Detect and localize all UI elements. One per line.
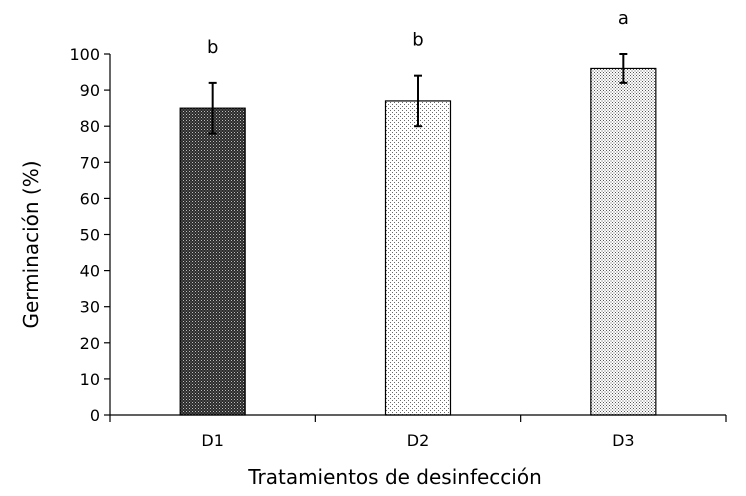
y-tick-label: 100 <box>69 45 100 64</box>
bar-d2 <box>384 100 452 416</box>
x-axis-ticks: D1 D2 D3 <box>109 415 727 450</box>
y-tick-label: 60 <box>80 189 100 208</box>
y-tick-label: 90 <box>80 81 100 100</box>
y-axis-title: Germinación (%) <box>19 160 43 328</box>
bars <box>179 67 657 416</box>
significance-letter-d3: a <box>618 8 629 29</box>
y-tick-label: 40 <box>80 262 100 281</box>
x-category-label: D2 <box>407 431 430 450</box>
bar-d3 <box>590 67 657 416</box>
y-tick-label: 10 <box>80 370 100 389</box>
error-bars <box>208 53 628 135</box>
significance-letter-d1: b <box>207 37 218 58</box>
significance-letter-d2: b <box>412 30 423 51</box>
y-tick-label: 0 <box>90 406 100 425</box>
x-axis-title: Tratamientos de desinfección <box>247 465 542 489</box>
x-category-label: D3 <box>612 431 635 450</box>
y-tick-label: 50 <box>80 226 100 245</box>
y-tick-label: 20 <box>80 334 100 353</box>
bar-d1 <box>179 107 246 416</box>
significance-letters: b b a <box>207 8 629 58</box>
y-tick-label: 30 <box>80 298 100 317</box>
y-axis-ticks: 0 10 20 30 40 50 60 70 80 90 100 <box>69 45 110 425</box>
y-tick-label: 80 <box>80 117 100 136</box>
y-tick-label: 70 <box>80 153 100 172</box>
x-category-label: D1 <box>201 431 224 450</box>
